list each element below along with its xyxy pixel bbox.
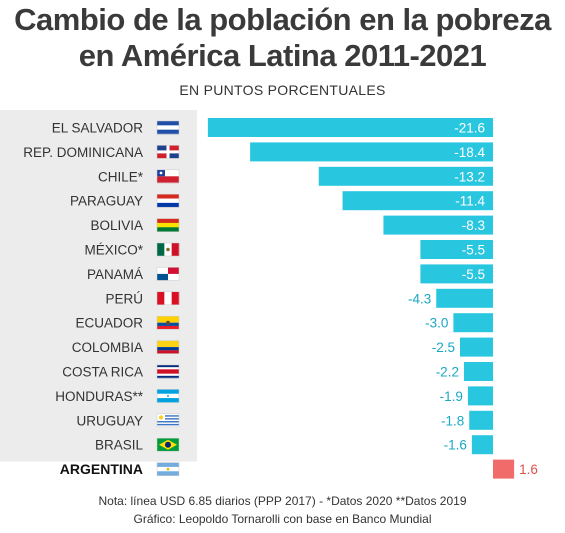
data-label: -21.6 bbox=[454, 121, 485, 136]
chart-row: MÉXICO* -5.5 bbox=[84, 240, 493, 259]
paraguay-flag-icon bbox=[156, 193, 180, 208]
country-label: CHILE* bbox=[98, 169, 144, 184]
footnote: Nota: línea USD 6.85 diarios (PPP 2017) … bbox=[98, 494, 467, 508]
data-label: -4.3 bbox=[408, 291, 431, 306]
ecuador-flag-icon bbox=[156, 315, 180, 330]
label-panel-background bbox=[0, 110, 197, 462]
country-label: URUGUAY bbox=[76, 413, 143, 428]
data-label: -2.5 bbox=[432, 340, 455, 355]
bar bbox=[342, 191, 493, 211]
el-salvador-flag-icon bbox=[156, 120, 180, 135]
bar bbox=[453, 313, 493, 333]
bar bbox=[436, 288, 493, 308]
chart-subtitle: EN PUNTOS PORCENTUALES bbox=[179, 82, 386, 98]
chart-rows: EL SALVADOR -21.6 REP. DOMINICANA -18.4 CHIL… bbox=[23, 118, 538, 479]
chart-title-line-2: en América Latina 2011-2021 bbox=[78, 38, 487, 73]
bar bbox=[383, 215, 493, 235]
country-label: COLOMBIA bbox=[72, 340, 143, 355]
chart-row: REP. DOMINICANA -18.4 bbox=[23, 142, 493, 162]
chile-flag-icon bbox=[156, 169, 180, 184]
colombia-flag-icon bbox=[156, 340, 180, 354]
costa-rica-flag-icon bbox=[156, 364, 180, 379]
country-label: BOLIVIA bbox=[90, 218, 143, 233]
honduras-flag-icon bbox=[156, 389, 180, 403]
peru-flag-icon bbox=[156, 291, 180, 306]
chart-row: PERÚ -4.3 bbox=[105, 288, 493, 308]
source-credit: Gráfico: Leopoldo Tornarolli con base en… bbox=[133, 512, 432, 526]
country-label: MÉXICO* bbox=[84, 243, 143, 258]
chart-row: COLOMBIA -2.5 bbox=[72, 337, 493, 357]
country-label: HONDURAS** bbox=[55, 389, 144, 404]
bar bbox=[207, 118, 493, 137]
data-label: -1.8 bbox=[441, 413, 464, 428]
data-label: -8.3 bbox=[462, 218, 485, 233]
country-label: ARGENTINA bbox=[60, 461, 143, 477]
data-label: -5.5 bbox=[462, 267, 485, 282]
data-label: -3.0 bbox=[425, 316, 448, 331]
country-label: EL SALVADOR bbox=[52, 121, 144, 136]
data-label: -2.2 bbox=[436, 365, 459, 380]
bolivia-flag-icon bbox=[156, 218, 180, 232]
dominican-republic-flag-icon bbox=[156, 145, 180, 159]
data-label: -18.4 bbox=[454, 145, 485, 160]
data-label: -13.2 bbox=[454, 169, 485, 184]
data-label: -11.4 bbox=[455, 194, 485, 209]
bar bbox=[420, 240, 493, 259]
chart-row: PANAMÁ -5.5 bbox=[87, 264, 493, 284]
chart-row: EL SALVADOR -21.6 bbox=[52, 118, 493, 137]
country-label: BRASIL bbox=[95, 438, 144, 453]
mexico-flag-icon bbox=[156, 242, 180, 257]
uruguay-flag-icon bbox=[156, 413, 180, 428]
country-label: PARAGUAY bbox=[70, 194, 143, 209]
bar bbox=[471, 435, 493, 455]
argentina-flag-icon bbox=[156, 462, 180, 476]
chart-row: PARAGUAY -11.4 bbox=[70, 191, 493, 211]
bar bbox=[250, 142, 493, 162]
country-label: ECUADOR bbox=[75, 316, 143, 331]
chart-row: URUGUAY -1.8 bbox=[76, 410, 493, 430]
chart-row: HONDURAS** -1.9 bbox=[55, 386, 493, 406]
country-label-panel bbox=[0, 110, 197, 462]
chart-title-line-1: Cambio de la población en la pobreza bbox=[14, 2, 551, 37]
bar bbox=[467, 386, 493, 406]
chart-row: ARGENTINA 1.6 bbox=[60, 459, 538, 479]
country-label: PERÚ bbox=[105, 291, 143, 306]
country-label: COSTA RICA bbox=[62, 365, 143, 380]
bar bbox=[463, 362, 493, 381]
bar bbox=[420, 264, 493, 284]
bar-chart: EL SALVADOR -21.6 REP. DOMINICANA -18.4 CHIL… bbox=[0, 110, 538, 479]
bar bbox=[318, 166, 493, 186]
chart-row: ECUADOR -3.0 bbox=[75, 313, 493, 333]
bar bbox=[460, 337, 493, 357]
chart-row: COSTA RICA -2.2 bbox=[62, 362, 493, 381]
chart-row: BRASIL -1.6 bbox=[95, 435, 493, 455]
data-label: -1.9 bbox=[440, 389, 463, 404]
bar bbox=[493, 459, 515, 479]
country-label: PANAMÁ bbox=[87, 267, 143, 282]
panama-flag-icon bbox=[156, 267, 180, 281]
data-label: -5.5 bbox=[462, 243, 485, 258]
chart-row: BOLIVIA -8.3 bbox=[90, 215, 493, 235]
country-label: REP. DOMINICANA bbox=[23, 145, 143, 160]
chart-row: CHILE* -13.2 bbox=[98, 166, 493, 186]
data-label: -1.6 bbox=[444, 438, 467, 453]
brazil-flag-icon bbox=[156, 437, 180, 452]
bar bbox=[469, 410, 493, 430]
data-label: 1.6 bbox=[519, 462, 538, 477]
